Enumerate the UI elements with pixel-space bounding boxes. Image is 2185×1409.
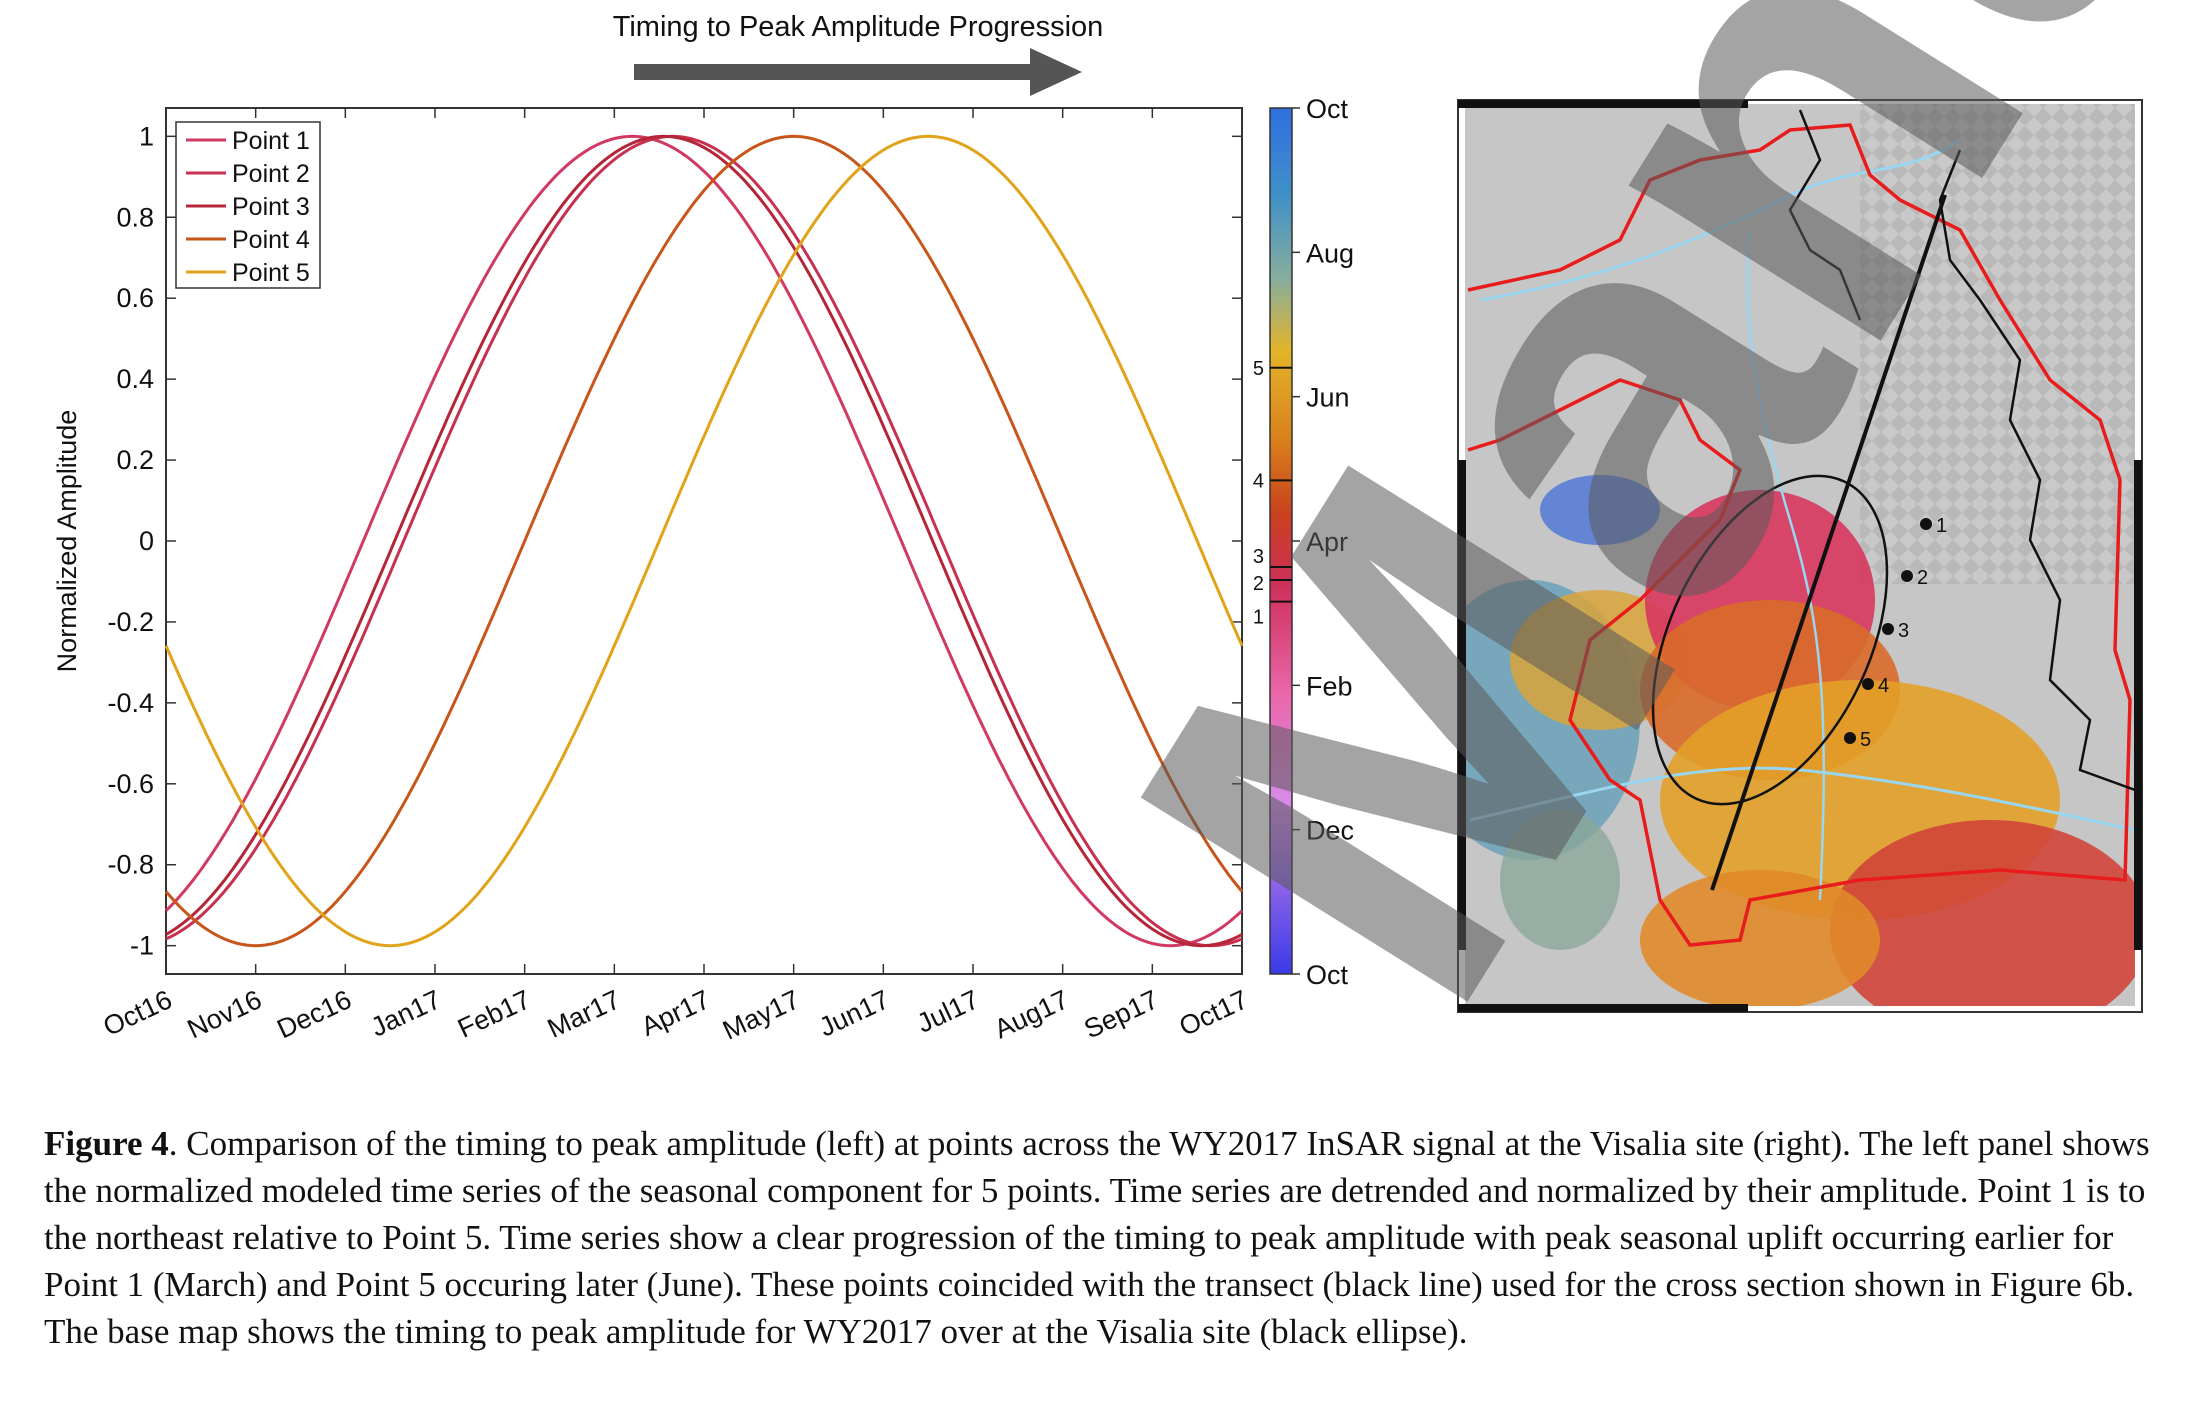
series-line-point-5 (164, 134, 1244, 948)
legend-label: Point 2 (232, 160, 310, 188)
progression-arrow (634, 48, 1082, 96)
colorbar-label: Oct (1306, 960, 1349, 990)
colorbar-ticks: Oct Aug Jun Apr Feb Dec Oct (1292, 94, 1354, 990)
transect-point-label: 1 (1936, 515, 1947, 537)
y-axis: 1 0.8 0.6 0.4 0.2 0 -0.2 -0.4 -0.6 -0.8 -1 (107, 121, 1242, 961)
transect-point-marker (1901, 570, 1913, 582)
colorbar-label: Dec (1306, 816, 1354, 846)
colorbar-label: Jun (1306, 383, 1350, 413)
transect-point-marker (1920, 518, 1932, 530)
plot-frame (165, 107, 1243, 975)
colorbar-label: Aug (1306, 238, 1354, 268)
transect-point-label: 4 (1878, 675, 1889, 697)
transect-point-marker (1862, 678, 1874, 690)
colorbar-point-label: 3 (1253, 546, 1264, 568)
colorbar-point-label: 4 (1253, 470, 1264, 492)
legend: Point 1 Point 2 Point 3 Point 4 Point 5 (175, 121, 321, 289)
x-tick-label: Jun17 (815, 984, 894, 1042)
colorbar-point-label: 2 (1253, 573, 1264, 595)
arrow-label: Timing to Peak Amplitude Progression (613, 11, 1104, 43)
y-tick-label: 1 (139, 121, 154, 151)
x-tick-label: Jul17 (912, 984, 983, 1038)
x-tick-label: Dec16 (272, 984, 355, 1044)
transect-point-marker (1844, 732, 1856, 744)
transect-point-label: 3 (1898, 620, 1909, 642)
y-tick-label: 0.8 (116, 202, 154, 232)
x-tick-label: Mar17 (543, 984, 625, 1044)
series-line-point-3 (165, 134, 1243, 948)
y-tick-label: -0.6 (107, 769, 154, 799)
y-tick-label: -1 (130, 931, 154, 961)
caption-text: . Comparison of the timing to peak ampli… (44, 1124, 2150, 1351)
x-tick-label: Nov16 (183, 984, 266, 1044)
y-tick-label: 0.2 (116, 445, 154, 475)
x-tick-label: Aug17 (990, 984, 1073, 1044)
visalia-map (1457, 99, 2143, 1013)
y-tick-label: -0.8 (107, 850, 154, 880)
x-tick-label: Apr17 (637, 984, 715, 1042)
x-tick-label: Oct17 (1175, 984, 1253, 1042)
y-tick-label: 0.4 (116, 364, 154, 394)
colorbar-point-label: 5 (1253, 358, 1264, 380)
series-line-point-4 (164, 134, 1244, 948)
legend-label: Point 3 (232, 193, 310, 221)
caption-label: Figure 4 (44, 1124, 169, 1163)
y-tick-label: 0 (139, 526, 154, 556)
series-line-point-1 (164, 134, 1244, 948)
colorbar-point-markers: 5 4 3 2 1 (1253, 358, 1292, 629)
x-tick-label: Oct16 (99, 984, 177, 1042)
y-tick-label: -0.4 (107, 688, 154, 718)
colorbar-label: Feb (1306, 671, 1353, 701)
x-tick-label: Sep17 (1079, 984, 1162, 1044)
legend-label: Point 4 (232, 226, 310, 254)
legend-label: Point 1 (232, 127, 310, 155)
series-line-point-2 (165, 134, 1243, 948)
transect-point-marker (1882, 623, 1894, 635)
transect-points: 1 2 3 4 5 (1844, 515, 1947, 751)
y-tick-label: 0.6 (116, 283, 154, 313)
series-lines (164, 134, 1244, 948)
x-tick-label: May17 (718, 984, 804, 1045)
transect-point-label: 2 (1917, 567, 1928, 589)
colorbar-label: Oct (1306, 94, 1349, 124)
figure-graphic: Timing to Peak Amplitude Progression 1 0.… (52, 11, 2143, 1046)
colorbar-point-label: 1 (1253, 607, 1264, 629)
x-tick-label: Feb17 (453, 984, 535, 1044)
colorbar-label: Apr (1306, 527, 1348, 557)
x-tick-label: Jan17 (366, 984, 445, 1042)
legend-label: Point 5 (232, 259, 310, 287)
figure-caption: Figure 4. Comparison of the timing to pe… (44, 1120, 2154, 1355)
y-axis-label: Normalized Amplitude (52, 410, 82, 673)
colorbar (1269, 107, 1293, 975)
transect-point-label: 5 (1860, 729, 1871, 751)
y-tick-label: -0.2 (107, 607, 154, 637)
